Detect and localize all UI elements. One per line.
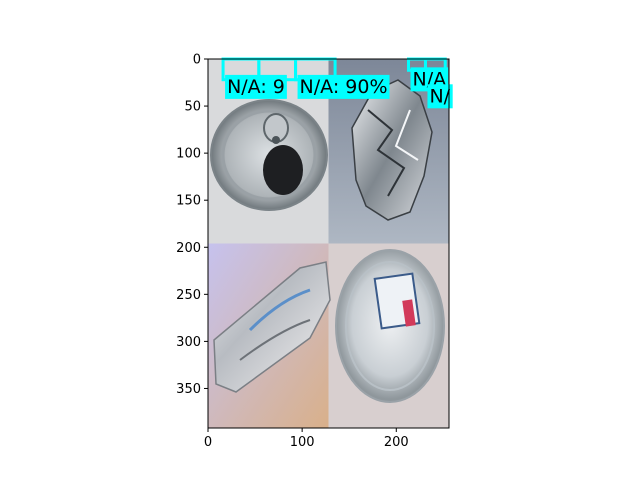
y-tick-label: 100: [176, 147, 201, 162]
detection-label: N/: [429, 85, 450, 107]
crushed-can-object: [213, 261, 331, 393]
detection-boxes: N/A: 9 N/A: 90% N/AN/: [221, 57, 453, 109]
y-tick-label: 0: [193, 53, 201, 68]
y-tick-label: 300: [176, 335, 201, 350]
axes: 0 100 200 0 50 100 150 200 250 300 350: [176, 53, 450, 450]
y-tick-label: 200: [176, 241, 201, 256]
detection-label-background: [297, 74, 390, 99]
plastic-lid-object: [335, 249, 445, 403]
x-tick-label: 200: [384, 435, 409, 450]
detection-label-background: [225, 74, 287, 99]
axes-frame: [207, 58, 450, 429]
can-top-object: [210, 99, 328, 211]
detection-label: N/A: 9: [227, 76, 285, 98]
y-tick-label: 150: [176, 194, 201, 209]
image-objects: [210, 79, 445, 403]
y-tick-label: 250: [176, 288, 201, 303]
detection-label: N/A: 90%: [300, 76, 388, 98]
detection-label-background: [427, 84, 453, 109]
y-tick-label: 350: [176, 382, 201, 397]
x-tick-label: 100: [290, 435, 315, 450]
y-tick-label: 50: [184, 100, 201, 115]
x-tick-label: 0: [204, 435, 212, 450]
